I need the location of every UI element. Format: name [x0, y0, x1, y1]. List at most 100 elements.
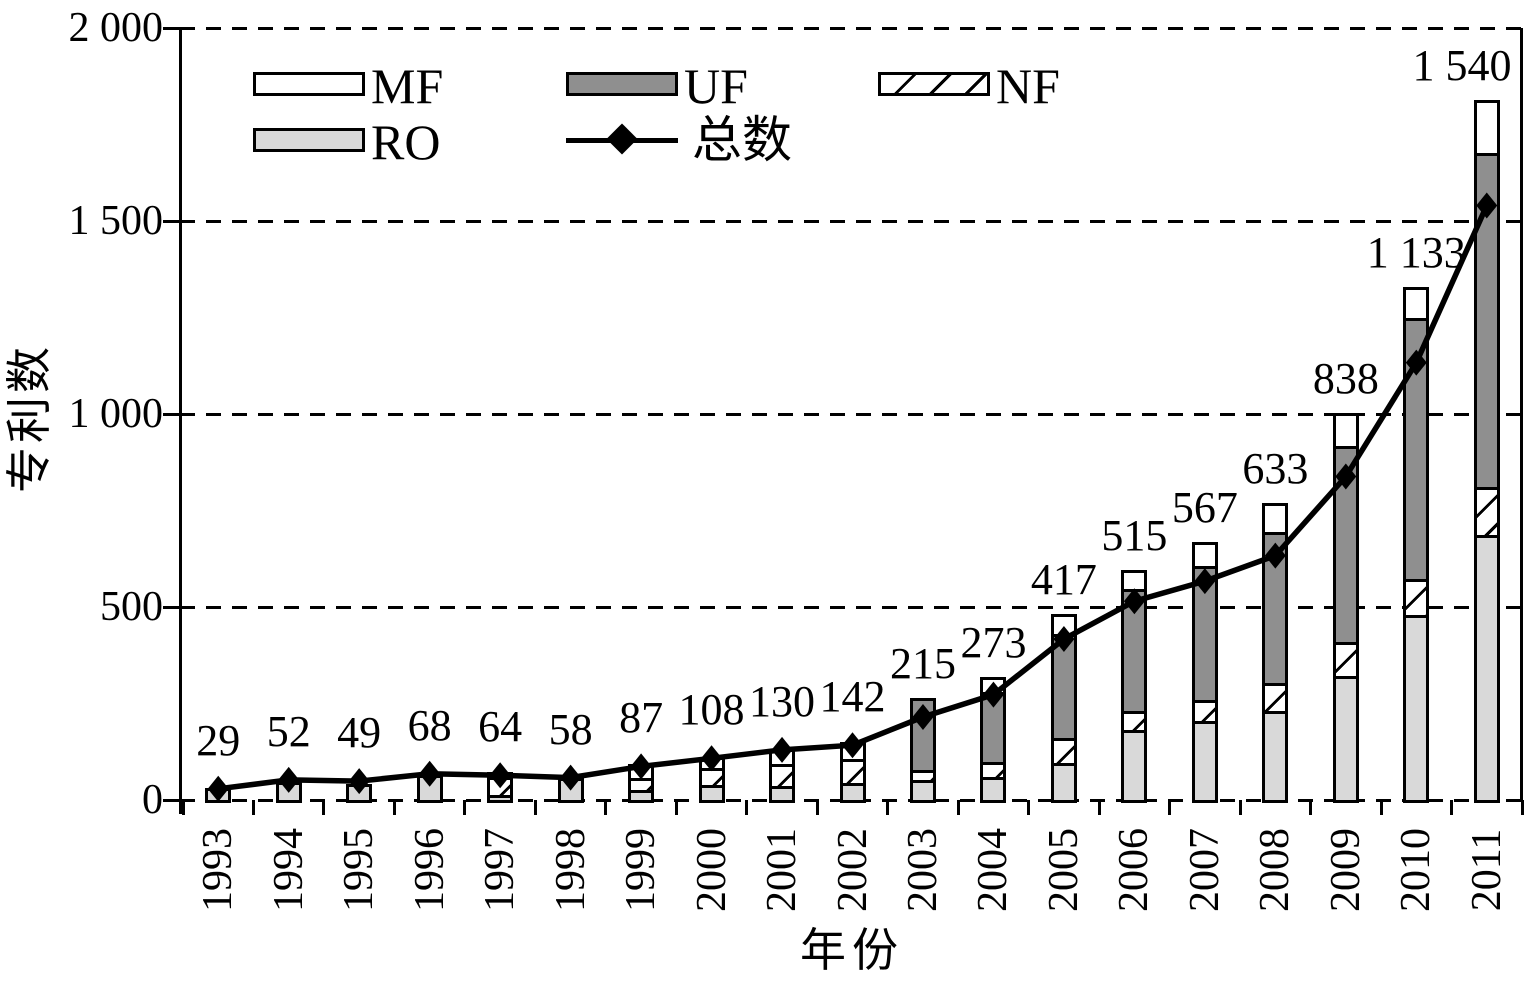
x-axis-tick	[181, 800, 185, 815]
x-tick-label-2001: 2001	[759, 812, 806, 928]
x-tick-label-text: 2001	[759, 828, 806, 912]
x-tick-label-text: 1996	[406, 828, 453, 912]
total-line-diamond-marker	[560, 764, 582, 791]
x-axis-tick	[886, 800, 890, 815]
total-line-diamond-marker	[630, 753, 652, 780]
total-line-diamond-marker	[1053, 626, 1075, 653]
x-axis-tick	[1520, 800, 1524, 815]
x-tick-label-text: 2003	[899, 828, 946, 912]
legend-swatch-NF	[878, 72, 990, 96]
bar-segment-NF-2004	[980, 761, 1007, 780]
total-line-diamond-marker	[1335, 463, 1357, 490]
bar-segment-NF-2009	[1332, 641, 1359, 680]
legend-swatch-UF	[566, 72, 678, 96]
x-axis-tick	[1450, 800, 1454, 815]
data-label-2001: 130	[749, 676, 816, 726]
data-label-2010: 1 133	[1366, 227, 1466, 277]
legend-swatch-RO	[253, 128, 365, 152]
bar-segment-NF-2001	[769, 763, 796, 790]
x-axis-tick	[956, 800, 960, 815]
legend-label-RO: RO	[371, 114, 441, 170]
data-label-2011: 1 540	[1412, 41, 1512, 91]
bar-segment-NF-2002	[839, 759, 866, 786]
total-line-diamond-marker	[278, 766, 300, 793]
x-tick-label-text: 2010	[1393, 828, 1440, 912]
x-tick-label-text: 2007	[1181, 828, 1228, 912]
legend-label-NF: NF	[996, 58, 1060, 114]
x-tick-label-text: 1999	[618, 828, 665, 912]
data-label-2000: 108	[678, 685, 745, 735]
x-tick-label-text: 1993	[195, 828, 242, 912]
bar-segment-MF-2009	[1332, 412, 1359, 449]
total-line-diamond-marker	[489, 762, 511, 789]
total-line-diamond-marker	[1123, 588, 1145, 615]
data-label-2008: 633	[1242, 444, 1309, 494]
data-label-1994: 52	[266, 706, 311, 756]
y-tick-label: 500	[100, 584, 163, 630]
bar-segment-UF-2003	[909, 698, 936, 773]
total-line-diamond-marker	[842, 732, 863, 759]
bar-segment-MF-2011	[1473, 100, 1500, 156]
legend-label-UF: UF	[684, 58, 748, 114]
x-tick-label-2010: 2010	[1393, 812, 1440, 928]
x-tick-label-2006: 2006	[1111, 812, 1157, 928]
x-tick-label-2003: 2003	[899, 812, 946, 928]
x-tick-label-text: 1995	[336, 828, 383, 912]
x-tick-label-1998: 1998	[547, 812, 594, 928]
y-axis-title-text: 专利数	[4, 343, 55, 493]
x-axis-tick	[745, 800, 749, 815]
data-label-1995: 49	[337, 708, 382, 758]
x-tick-label-2008: 2008	[1252, 812, 1298, 928]
x-tick-label-2009: 2009	[1322, 812, 1369, 928]
legend-label-total: 总数	[692, 112, 792, 168]
x-tick-label-1995: 1995	[336, 812, 383, 928]
x-axis-tick	[463, 800, 467, 815]
data-label-2003: 215	[889, 639, 956, 689]
x-axis-tick	[392, 800, 396, 815]
bar-segment-MF-2008	[1262, 503, 1289, 535]
data-label-2002: 142	[819, 672, 886, 722]
total-line-diamond-marker	[1476, 192, 1498, 219]
x-axis-tick	[251, 800, 255, 815]
bar-segment-NF-2005	[1050, 738, 1077, 767]
x-axis-tick	[1238, 800, 1242, 815]
data-label-2006: 515	[1101, 511, 1168, 561]
total-line-diamond-marker	[419, 760, 441, 787]
x-tick-label-text: 1994	[265, 828, 312, 912]
x-tick-label-text: 2005	[1040, 828, 1087, 912]
x-axis-title-text: 年份	[800, 925, 904, 976]
x-tick-label-1999: 1999	[618, 812, 665, 928]
x-tick-label-text: 2009	[1322, 828, 1369, 912]
data-label-2005: 417	[1030, 555, 1097, 605]
bar-segment-NF-2011	[1473, 486, 1500, 539]
x-tick-label-2002: 2002	[830, 812, 876, 928]
y-axis-tick	[163, 798, 190, 802]
bar-segment-RO-2008	[1262, 711, 1289, 803]
y-axis-tick	[163, 412, 190, 416]
x-tick-label-text: 2000	[688, 828, 735, 912]
total-line-diamond-marker	[1405, 349, 1427, 376]
data-label-1998: 58	[548, 704, 593, 754]
bar-segment-RO-2011	[1473, 535, 1500, 803]
y-axis-title: 专利数	[4, 258, 56, 578]
gridline	[180, 26, 1522, 30]
gridline	[180, 219, 1522, 223]
total-line-diamond-marker	[771, 736, 793, 763]
y-axis-tick	[163, 26, 190, 30]
data-label-1996: 68	[407, 700, 452, 750]
y-tick-label: 2 000	[68, 5, 164, 51]
x-tick-label-2000: 2000	[688, 812, 735, 928]
x-axis-tick	[533, 800, 537, 815]
data-label-1997: 64	[478, 702, 523, 752]
y-axis-line	[178, 28, 182, 814]
x-axis-title: 年份	[800, 928, 904, 974]
total-line-diamond-marker	[348, 768, 370, 795]
x-axis-tick	[1309, 800, 1313, 815]
y-axis-tick	[163, 605, 190, 609]
y-tick-label: 0	[142, 777, 163, 823]
x-tick-label-text: 1998	[547, 828, 594, 912]
x-tick-label-1994: 1994	[265, 812, 312, 928]
legend-swatch-MF	[253, 72, 365, 96]
